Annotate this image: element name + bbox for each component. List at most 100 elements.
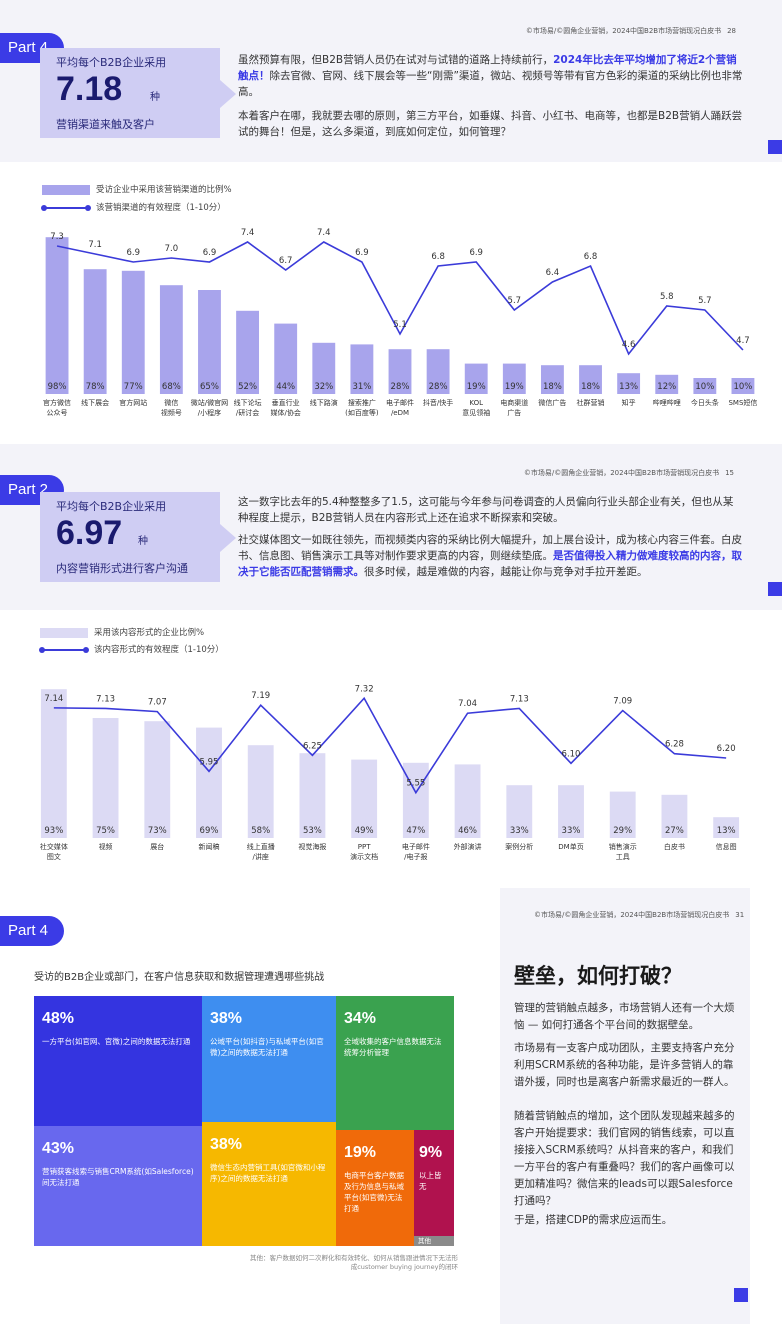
line-value-label: 7.19 <box>251 691 270 701</box>
category-label: 微信 <box>164 398 178 407</box>
line-value-label: 6.8 <box>431 252 445 262</box>
bar <box>312 342 336 394</box>
chart1-legend-line: 该营销渠道的有效程度（1-10分） <box>41 201 226 213</box>
category-label: /研讨会 <box>236 408 259 417</box>
bar <box>464 363 488 394</box>
bar-value-label: 52% <box>238 382 257 392</box>
category-label: /讲座 <box>253 852 269 861</box>
category-label: 搜索推广 <box>348 398 376 407</box>
treemap-title: 受访的B2B企业或部门，在客户信息获取和数据管理遭遇哪些挑战 <box>34 972 325 983</box>
category-label: 演示文档 <box>350 852 378 861</box>
bar <box>350 344 374 394</box>
corner-square <box>768 582 782 596</box>
bar-value-label: 75% <box>96 826 115 836</box>
line-value-label: 7.04 <box>458 699 477 709</box>
category-label: 社群营销 <box>577 398 605 407</box>
treemap-cell: 9% 以上皆无 <box>414 1130 454 1236</box>
bar-value-label: 13% <box>619 382 638 392</box>
line-value-label: 7.13 <box>510 694 529 704</box>
right-title: 壁垒，如何打破？ <box>514 964 682 988</box>
bar <box>661 794 688 838</box>
bar-value-label: 53% <box>303 826 322 836</box>
category-label: 外部演讲 <box>454 842 482 851</box>
line-value-label: 6.10 <box>562 749 581 759</box>
bar <box>579 365 602 394</box>
category-label: /电子报 <box>404 852 427 861</box>
line-value-label: 5.7 <box>508 296 522 306</box>
line-value-label: 6.9 <box>126 248 140 258</box>
treemap-cell: 19% 电商平台客户数据及行为信息与私域平台(如官微)无法打通 <box>336 1130 414 1246</box>
line-value-label: 7.1 <box>88 240 102 250</box>
right-paragraph: 于是，搭建CDP的需求应运而生。 <box>514 1214 673 1226</box>
line-value-label: 6.7 <box>279 256 293 266</box>
bar <box>247 745 274 838</box>
line-value-label: 6.9 <box>355 248 369 258</box>
bar-value-label: 31% <box>352 382 371 392</box>
line-value-label: 6.25 <box>303 741 322 751</box>
line-value-label: 5.55 <box>406 779 425 789</box>
bar-value-label: 10% <box>733 382 752 392</box>
category-label: 广告 <box>507 408 521 417</box>
bar-value-label: 28% <box>429 382 448 392</box>
bar-value-label: 73% <box>148 826 167 836</box>
bar <box>731 378 755 394</box>
line-value-label: 5.95 <box>200 757 219 767</box>
category-label: 视觉海报 <box>298 842 326 851</box>
bar <box>274 323 298 394</box>
bar-value-label: 33% <box>510 826 529 836</box>
line-value-label: 4.6 <box>622 340 636 350</box>
treemap-cell: 43% 营销获客线索与销售CRM系统(如Salesforce)间无法打通 <box>34 1126 202 1246</box>
line-value-label: 6.4 <box>546 268 560 278</box>
category-label: 社交媒体 <box>40 842 68 851</box>
bar-value-label: 10% <box>695 382 714 392</box>
line-value-label: 4.7 <box>736 336 750 346</box>
line-value-label: 7.07 <box>148 698 167 708</box>
intro-paragraph-2: 本着客户在哪，我就要去哪的原则，第三方平台，如垂媒、抖音、小红书、电商等，也都是… <box>238 110 743 138</box>
bar-value-label: 19% <box>505 382 524 392</box>
category-label: 线上直播 <box>247 842 275 851</box>
line-value-label: 7.32 <box>355 684 374 694</box>
chart2-legend-bar: 采用该内容形式的企业比例% <box>40 626 204 638</box>
category-label: 线下路演 <box>310 398 338 407</box>
bar-value-label: 18% <box>543 382 562 392</box>
category-label: 公众号 <box>47 409 68 417</box>
source-note: ©市场易/©圆角企业营销，2024中国B2B市场营销现况白皮书 15 <box>523 469 734 477</box>
corner-square <box>734 1288 748 1302</box>
bar <box>144 721 171 838</box>
bar <box>45 237 69 394</box>
chart1-legend-bar: 受访企业中采用该营销渠道的比例% <box>42 183 232 195</box>
line-value-label: 6.9 <box>203 248 217 258</box>
bar <box>506 785 533 838</box>
corner-square <box>768 140 782 154</box>
bar <box>426 349 450 394</box>
category-label: 新闻稿 <box>199 842 220 851</box>
bar <box>713 817 740 838</box>
chart2-legend-line: 该内容形式的有效程度（1-10分） <box>39 643 224 655</box>
intro-paragraph: 虽然预算有限，但B2B营销人员仍在试对与试错的道路上持续前行，2024年比去年平… <box>238 54 743 98</box>
bar-value-label: 49% <box>355 826 374 836</box>
bar-value-label: 46% <box>458 826 477 836</box>
category-label: 抖音/快手 <box>423 398 453 407</box>
bar <box>299 753 326 838</box>
bar-value-label: 93% <box>44 826 63 836</box>
line-value-label: 6.9 <box>469 248 483 258</box>
stat-caption-top: 平均每个B2B企业采用 <box>56 56 167 69</box>
bar <box>617 373 641 394</box>
category-label: 媒体/协会 <box>271 408 301 417</box>
bar-value-label: 65% <box>200 382 219 392</box>
category-label: PPT <box>358 843 371 851</box>
treemap-cell: 38% 微信生态内营销工具(如官微和小程序)之间的数据无法打通 <box>202 1122 336 1246</box>
bar <box>196 727 222 838</box>
bar <box>121 270 145 394</box>
effectiveness-line <box>53 696 727 795</box>
bar-value-label: 32% <box>314 382 333 392</box>
line-value-label: 6.20 <box>717 744 736 754</box>
line-value-label: 7.3 <box>50 232 64 242</box>
category-label: 图文 <box>47 852 61 861</box>
bar-value-label: 33% <box>562 826 581 836</box>
category-label: 展台 <box>150 842 164 851</box>
category-label: 线下论坛 <box>234 398 262 407</box>
category-label: /eDM <box>391 409 409 417</box>
category-label: 白皮书 <box>664 842 685 851</box>
